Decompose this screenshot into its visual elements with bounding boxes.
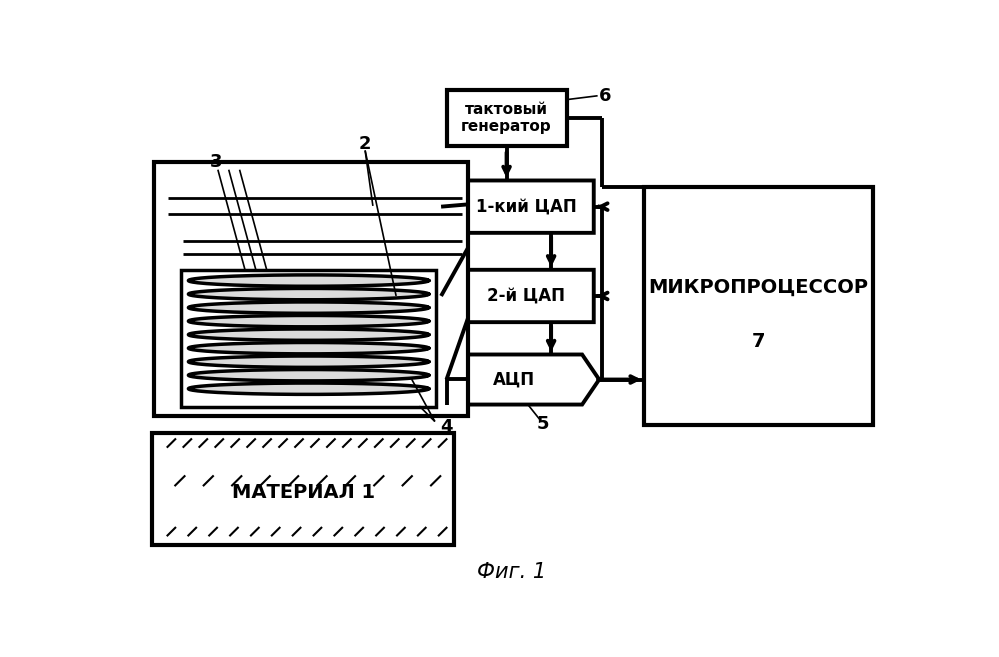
Text: МИКРОПРОЦЕССОР: МИКРОПРОЦЕССОР	[648, 277, 868, 296]
Bar	[181, 270, 437, 407]
Text: тактовый
генератор: тактовый генератор	[462, 102, 551, 134]
Polygon shape	[189, 342, 429, 354]
Polygon shape	[447, 355, 599, 405]
Text: МАТЕРИАЛ 1: МАТЕРИАЛ 1	[232, 483, 375, 502]
Text: 6: 6	[599, 87, 611, 104]
Bar	[154, 162, 469, 416]
Bar	[152, 433, 455, 545]
Polygon shape	[189, 275, 429, 286]
Polygon shape	[189, 369, 429, 381]
Polygon shape	[189, 315, 429, 327]
Text: 3: 3	[210, 153, 223, 171]
Polygon shape	[189, 356, 429, 367]
Text: 2-й ЦАП: 2-й ЦАП	[487, 287, 565, 305]
Bar	[447, 91, 566, 146]
Polygon shape	[442, 270, 593, 322]
Text: 7: 7	[751, 332, 765, 351]
Text: 1-кий ЦАП: 1-кий ЦАП	[476, 198, 576, 215]
Polygon shape	[189, 288, 429, 300]
Polygon shape	[442, 181, 593, 233]
Text: 4: 4	[441, 418, 453, 436]
Bar	[644, 187, 873, 425]
Polygon shape	[189, 302, 429, 313]
Polygon shape	[189, 383, 429, 394]
Text: Фиг. 1: Фиг. 1	[478, 562, 546, 581]
Text: АЦП: АЦП	[494, 371, 535, 388]
Polygon shape	[189, 329, 429, 340]
Text: 5: 5	[537, 415, 549, 433]
Text: 2: 2	[359, 135, 372, 153]
